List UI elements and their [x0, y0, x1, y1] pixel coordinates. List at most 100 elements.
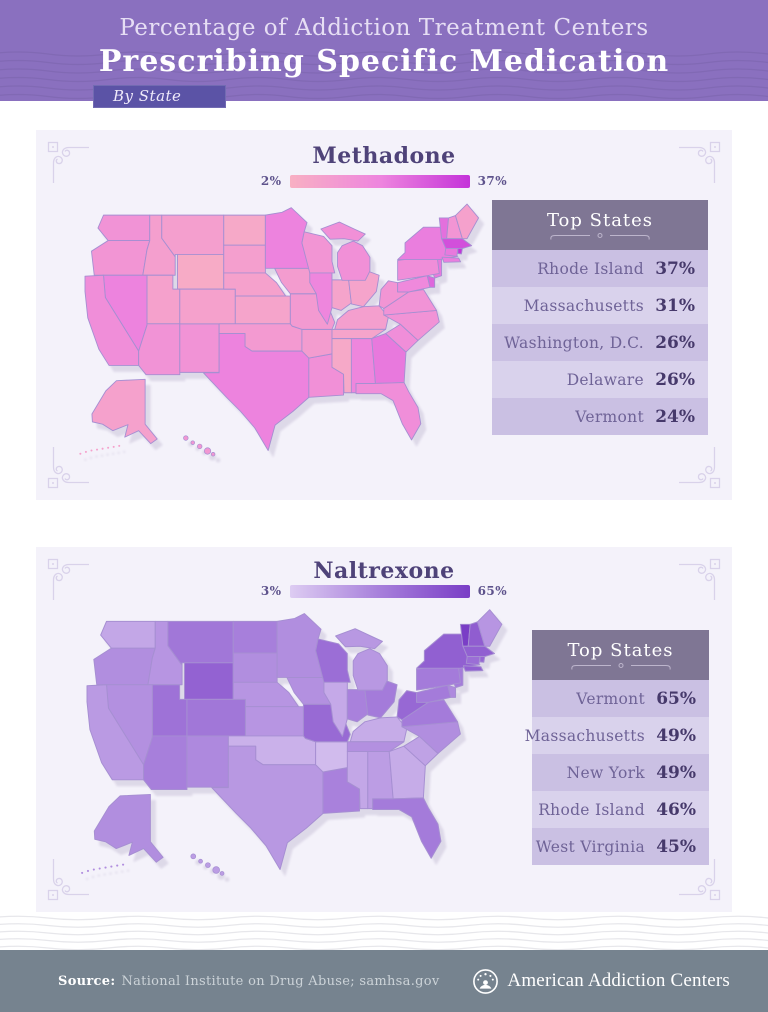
top-states-header: Top States	[492, 200, 708, 250]
aleutian-islands	[86, 869, 90, 873]
state-MI	[335, 628, 383, 650]
aleutian-islands	[101, 447, 104, 450]
state-value: 37%	[655, 258, 695, 279]
aleutian-islands	[81, 871, 84, 874]
legend-min-label: 2%	[260, 174, 282, 188]
table-row: Rhode Island 37%	[492, 250, 708, 287]
state-HI	[212, 866, 220, 874]
state-name: Massachusetts	[523, 296, 644, 315]
corner-flourish	[45, 445, 91, 491]
card-naltrexone: Naltrexone 3% 65% Top States Vermont 65% M…	[36, 547, 732, 912]
state-KY	[349, 716, 408, 743]
state-MT	[167, 620, 234, 666]
state-DE	[426, 275, 436, 288]
state-value: 49%	[656, 762, 696, 783]
state-NM	[179, 323, 220, 373]
state-UT	[151, 684, 188, 737]
state-name: Rhode Island	[537, 259, 644, 278]
state-RI	[479, 655, 486, 663]
corner-flourish-icon	[679, 558, 721, 600]
corner-flourish-icon	[47, 141, 89, 183]
top-states-rows: Rhode Island 37% Massachusetts 31% Washingto…	[492, 250, 708, 435]
us-choropleth-map-naltrexone	[81, 609, 503, 876]
aac-logo-icon	[473, 968, 499, 994]
state-AR	[301, 328, 336, 359]
state-name: Washington, D.C.	[504, 333, 644, 352]
state-ME	[477, 609, 503, 647]
aleutian-islands	[92, 868, 95, 871]
state-value: 46%	[656, 799, 696, 820]
brand-logo: American Addiction Centers	[472, 968, 730, 995]
color-legend: 2% 37%	[36, 174, 732, 188]
us-choropleth-map-methadone	[79, 203, 480, 457]
state-MI	[320, 221, 366, 242]
state-MI	[337, 240, 371, 281]
legend-max-label: 65%	[477, 584, 508, 598]
table-row: Massachusetts 31%	[492, 287, 708, 324]
aleutian-islands	[122, 863, 125, 866]
aleutian-islands	[118, 444, 121, 447]
footer: Source: National Institute on Drug Abuse;…	[0, 950, 768, 1012]
state-SD	[232, 652, 278, 683]
top-states-title: Top States	[546, 209, 654, 231]
state-HI	[183, 435, 189, 441]
state-IN	[331, 279, 352, 311]
state-MT	[161, 214, 225, 258]
state-GA	[371, 333, 407, 384]
state-NM	[186, 735, 229, 788]
state-GA	[388, 745, 426, 800]
state-WY	[184, 662, 234, 700]
state-RI	[457, 247, 463, 255]
state-CT	[465, 655, 481, 666]
source-line: Source: National Institute on Drug Abuse;…	[58, 974, 440, 989]
state-MA	[441, 238, 473, 250]
map-title-naltrexone: Naltrexone	[313, 558, 455, 584]
state-name: Massachusetts	[524, 726, 645, 745]
aleutian-islands	[110, 865, 113, 868]
table-row: Delaware 26%	[492, 361, 708, 398]
aleutian-islands	[96, 448, 99, 451]
top-states-title: Top States	[567, 639, 674, 661]
state-value: 49%	[656, 725, 696, 746]
state-HI	[203, 447, 212, 455]
state-AZ	[138, 323, 181, 376]
state-WY	[177, 253, 225, 290]
state-TX	[211, 745, 324, 870]
state-DE	[447, 684, 457, 698]
aleutian-islands	[79, 452, 82, 455]
state-AK	[91, 378, 158, 445]
state-NY	[441, 256, 462, 263]
state-FL	[372, 797, 442, 859]
state-IL	[309, 272, 333, 325]
legend-max-label: 37%	[477, 174, 508, 188]
top-states-table: Top States Vermont 65% Massachusetts 49% New…	[525, 630, 709, 865]
state-name: West Virginia	[535, 837, 645, 856]
brand-name: American Addiction Centers	[507, 970, 730, 991]
state-TX	[202, 333, 310, 451]
state-WI	[315, 638, 351, 683]
corner-flourish	[677, 857, 723, 903]
state-value: 45%	[656, 836, 696, 857]
state-ME	[455, 203, 480, 240]
state-ND	[232, 620, 278, 654]
corner-flourish-icon	[679, 447, 721, 489]
state-OR	[91, 240, 151, 276]
state-WI	[301, 231, 336, 274]
map-title-methadone: Methadone	[312, 143, 456, 169]
aleutian-islands	[98, 867, 101, 870]
state-IL	[323, 681, 348, 737]
state-CT	[444, 247, 459, 257]
state-name: Vermont	[576, 689, 645, 708]
top-states-header: Top States	[532, 630, 709, 680]
state-name: Vermont	[575, 407, 644, 426]
table-row: Vermont 24%	[492, 398, 708, 435]
state-HI	[190, 853, 197, 860]
color-legend: 3% 65%	[36, 584, 732, 598]
corner-flourish	[677, 445, 723, 491]
aleutian-islands	[104, 866, 107, 869]
state-MI	[352, 648, 388, 691]
state-CO	[179, 288, 236, 325]
state-value: 31%	[655, 295, 695, 316]
footer-wave-band	[0, 912, 768, 951]
